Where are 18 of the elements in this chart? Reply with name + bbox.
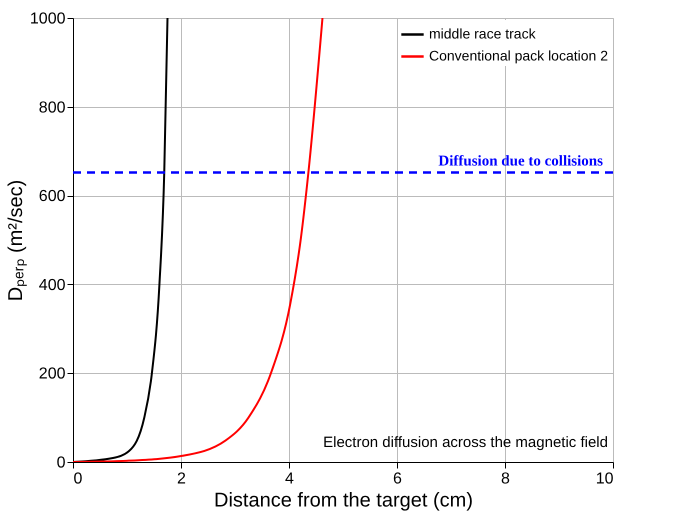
y-tick-label: 800 xyxy=(38,99,66,116)
y-tick-label: 1000 xyxy=(30,10,66,28)
x-tick-label: 10 xyxy=(596,470,614,488)
x-tick-label: 4 xyxy=(285,470,294,488)
x-tick-label: 8 xyxy=(501,470,510,488)
y-tick-label: 400 xyxy=(38,276,66,294)
x-axis-title: Distance from the target (cm) xyxy=(214,490,473,512)
y-tick-label: 600 xyxy=(38,188,66,206)
y-tick-label: 200 xyxy=(38,366,66,383)
annotation: Electron diffusion across the magnetic field xyxy=(323,434,608,451)
legend-label: middle race track xyxy=(429,26,537,42)
legend-label: Conventional pack location 2 xyxy=(429,48,608,64)
x-tick-label: 0 xyxy=(74,470,82,488)
x-tick-label: 6 xyxy=(393,470,402,488)
x-tick-label: 2 xyxy=(177,470,186,488)
ref-line-label: Diffusion due to collisions xyxy=(438,154,604,170)
y-tick-label: 0 xyxy=(56,454,66,472)
y-axis-title: Dₚₑᵣₚ (m²/sec) xyxy=(4,180,27,302)
